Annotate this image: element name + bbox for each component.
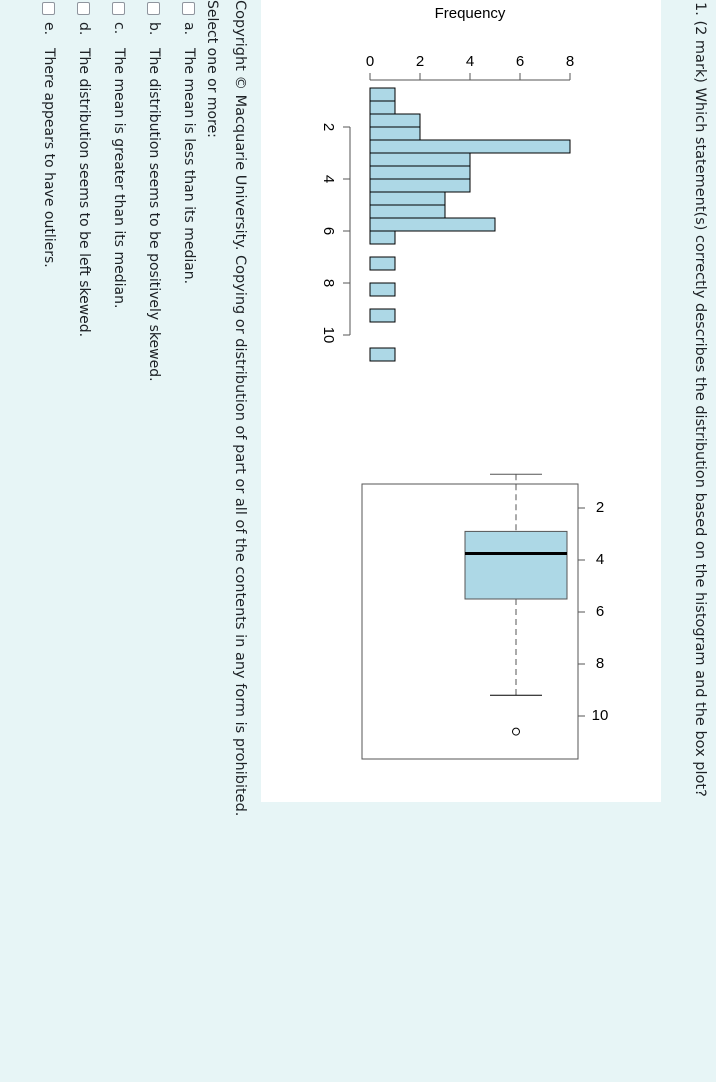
box-tick: 10 <box>592 707 609 724</box>
chart-panel: 0 2 4 6 8 Frequency 2 4 6 8 10 2 4 6 8 10 <box>261 0 661 802</box>
value-tick: 4 <box>320 175 337 183</box>
value-tick: 6 <box>320 227 337 235</box>
option-d[interactable]: d. The distribution seems to be left ske… <box>72 0 96 337</box>
checkbox-b[interactable] <box>147 2 161 15</box>
freq-tick: 4 <box>466 53 474 70</box>
option-b[interactable]: b. The distribution seems to be positive… <box>142 0 166 382</box>
option-c[interactable]: c. The mean is greater than its median. <box>107 0 131 308</box>
option-text: There appears to have outliers. <box>41 48 57 268</box>
box-tick: 4 <box>596 551 604 568</box>
option-letter: c. <box>111 22 127 35</box>
option-text: The distribution seems to be positively … <box>146 48 162 382</box>
value-tick: 8 <box>320 279 337 287</box>
copyright-notice: Copyright © Macquarie University. Copyin… <box>232 0 248 817</box>
freq-tick: 8 <box>566 53 574 70</box>
freq-label: Frequency <box>435 5 506 22</box>
checkbox-c[interactable] <box>112 2 126 15</box>
option-e[interactable]: e. There appears to have outliers. <box>37 0 61 268</box>
freq-tick: 6 <box>516 53 524 70</box>
box-tick: 8 <box>596 655 604 672</box>
option-text: The mean is less than its median. <box>181 48 197 285</box>
box-tick: 6 <box>596 603 604 620</box>
value-tick: 10 <box>320 327 337 344</box>
charts-image: 0 2 4 6 8 Frequency 2 4 6 8 10 2 4 6 8 10 <box>320 5 609 760</box>
option-letter: e. <box>41 22 57 36</box>
option-text: The mean is greater than its median. <box>111 48 127 309</box>
option-text: The distribution seems to be left skewed… <box>76 48 92 338</box>
checkbox-a[interactable] <box>182 2 196 15</box>
checkbox-e[interactable] <box>42 2 56 15</box>
option-letter: b. <box>146 22 162 36</box>
freq-tick: 0 <box>366 53 374 70</box>
option-letter: a. <box>181 22 197 36</box>
option-a[interactable]: a. The mean is less than its median. <box>177 0 201 284</box>
freq-tick: 2 <box>416 53 424 70</box>
question-text: 1. (2 mark) Which statement(s) correctly… <box>692 2 708 797</box>
select-prompt: Select one or more: <box>204 0 220 138</box>
value-tick: 2 <box>320 123 337 131</box>
checkbox-d[interactable] <box>77 2 91 15</box>
box-tick: 2 <box>596 499 604 516</box>
option-letter: d. <box>76 22 92 36</box>
